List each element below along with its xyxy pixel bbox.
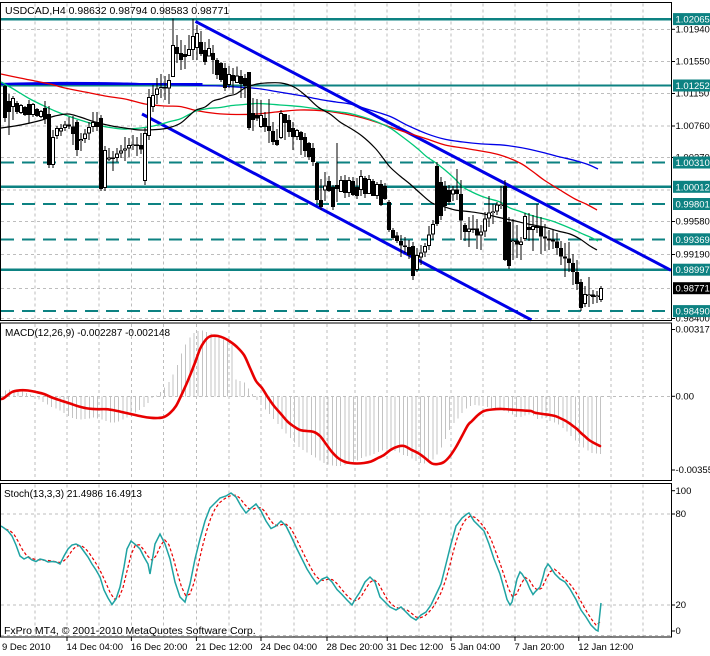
svg-text:24 Dec 04:00: 24 Dec 04:00 [261, 642, 318, 653]
svg-text:0.99369: 0.99369 [676, 235, 710, 246]
svg-text:USDCAD,H4 0.98632 0.98794 0.9: USDCAD,H4 0.98632 0.98794 0.98583 0.9877… [5, 5, 229, 17]
svg-text:28 Dec 20:00: 28 Dec 20:00 [327, 642, 384, 653]
svg-text:1.01252: 1.01252 [676, 81, 710, 92]
svg-text:1.01940: 1.01940 [676, 25, 710, 36]
svg-text:20: 20 [676, 600, 687, 611]
svg-text:0.00: 0.00 [676, 392, 695, 403]
svg-text:Stoch(13,3,3) 21.4986 16.4913: Stoch(13,3,3) 21.4986 16.4913 [4, 489, 142, 500]
svg-text:0.00317: 0.00317 [676, 325, 710, 336]
svg-text:0.98771: 0.98771 [676, 284, 710, 295]
svg-text:-0.00355: -0.00355 [676, 465, 710, 476]
svg-text:31 Dec 12:00: 31 Dec 12:00 [387, 642, 444, 653]
svg-text:0.98490: 0.98490 [676, 307, 710, 318]
svg-text:0.99190: 0.99190 [676, 250, 710, 261]
svg-text:16 Dec 20:00: 16 Dec 20:00 [131, 642, 188, 653]
svg-text:0.98400: 0.98400 [676, 314, 710, 325]
svg-text:7 Jan 20:00: 7 Jan 20:00 [515, 642, 565, 653]
svg-text:9 Dec 2010: 9 Dec 2010 [2, 642, 51, 653]
svg-text:1.00760: 1.00760 [676, 121, 710, 132]
svg-text:1.00012: 1.00012 [676, 182, 710, 193]
svg-text:0.98997: 0.98997 [676, 265, 710, 276]
svg-text:12 Jan 12:00: 12 Jan 12:00 [578, 642, 633, 653]
svg-text:0.99801: 0.99801 [676, 200, 710, 211]
svg-text:0: 0 [676, 626, 681, 637]
svg-text:FxPro MT4, © 2001-2010 MetaQuo: FxPro MT4, © 2001-2010 MetaQuotes Softwa… [4, 625, 256, 637]
svg-text:5 Jan 04:00: 5 Jan 04:00 [451, 642, 501, 653]
svg-text:1.00310: 1.00310 [676, 158, 710, 169]
svg-text:80: 80 [676, 509, 687, 520]
svg-text:21 Dec 12:00: 21 Dec 12:00 [196, 642, 253, 653]
svg-text:100: 100 [676, 486, 692, 497]
svg-text:1.01150: 1.01150 [676, 89, 710, 100]
svg-text:1.01550: 1.01550 [676, 57, 710, 68]
svg-text:MACD(12,26,9) -0.002287 -0.002: MACD(12,26,9) -0.002287 -0.002148 [5, 328, 171, 339]
svg-text:1.02065: 1.02065 [676, 15, 710, 26]
svg-text:14 Dec 04:00: 14 Dec 04:00 [67, 642, 124, 653]
svg-text:0.99580: 0.99580 [676, 217, 710, 228]
